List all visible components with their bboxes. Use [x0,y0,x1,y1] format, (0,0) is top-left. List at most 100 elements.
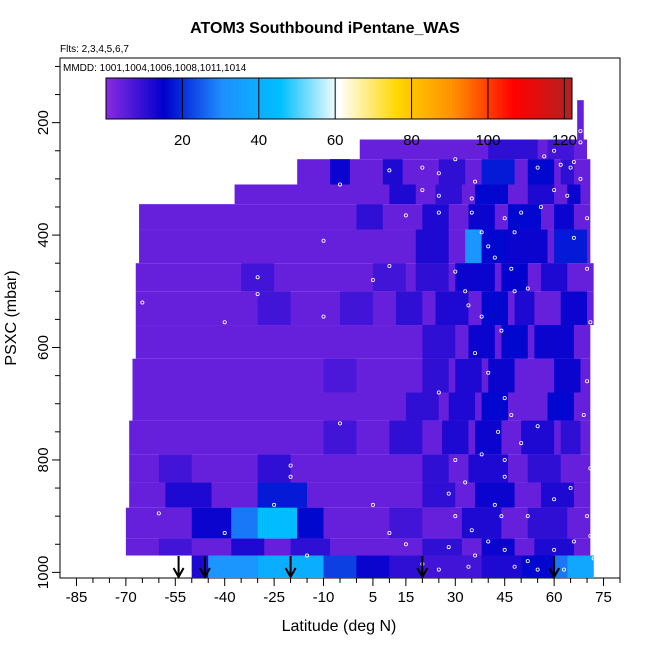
heat-cell-2-5 [560,159,574,185]
heat-cell-3-0 [389,184,416,205]
down-arrow [172,556,185,580]
sample-point [387,263,392,268]
sample-point [535,567,540,572]
x-tick-label: 45 [496,589,513,606]
sample-point [552,148,557,153]
heat-band-0 [577,100,584,140]
heat-cell-10-3 [547,392,574,421]
sample-point [512,289,517,294]
x-tick-label: 60 [546,589,563,606]
heat-cell-5-4 [554,229,588,264]
colorbar-tick-label: 100 [475,132,500,149]
sample-point [588,466,593,471]
heat-cell-6-2 [415,263,449,292]
heat-cell-8-3 [534,325,574,359]
heat-cell-11-4 [521,420,555,455]
heat-cell-7-5 [514,291,535,326]
heat-cell-7-0 [257,291,291,326]
sample-point [509,412,514,417]
y-tick-label: 600 [35,335,52,360]
sample-point [479,230,484,235]
sample-point [469,196,474,201]
heat-cell-8-0 [422,325,456,359]
heat-cell-2-1 [382,159,403,185]
heat-cell-2-4 [527,159,555,185]
heat-cell-4-1 [422,204,449,230]
sample-point [473,553,478,558]
heat-cell-8-1 [468,325,495,359]
sample-point [588,533,593,538]
sample-point [387,168,392,173]
x-tick-label: -10 [313,589,335,606]
x-axis-title: Latitude (deg N) [282,618,397,635]
sample-point [538,204,543,209]
x-axis: -85 -70 -55 -40 -25 -10 5 15 30 45 60 75 [66,578,621,606]
heat-cell-4-3 [508,204,541,230]
y-axis: 200 400 600 800 1000 [35,65,60,589]
heat-cell-16-5 [389,555,423,578]
heat-cell-13-0 [165,482,212,508]
heat-cell-3-2 [475,184,508,205]
sample-point [558,162,563,167]
heat-cell-12-0 [158,454,192,483]
sample-point [453,269,458,274]
heat-band-10 [132,392,591,421]
sample-point [581,412,586,417]
heat-cell-11-2 [442,420,469,455]
sample-point [502,547,507,552]
y-tick-label: 800 [35,447,52,472]
sample-point [453,514,458,519]
heat-cell-6-3 [455,263,495,292]
sample-point [568,486,573,491]
heat-cell-15-1 [231,538,265,556]
colorbar-tick-label: 80 [403,132,420,149]
heat-cell-16-10 [567,555,594,578]
sample-point [542,154,547,159]
sample-point [578,140,583,145]
sample-point [337,182,342,187]
arrow-layer [172,556,560,580]
heat-cell-6-5 [540,263,568,292]
sample-point [387,531,392,536]
heat-cell-3-3 [527,184,555,205]
sample-point [436,567,441,572]
sample-point [492,255,497,260]
sample-point [337,421,342,426]
sample-point [453,457,458,462]
sample-point [499,514,504,519]
heat-cell-7-6 [560,291,588,326]
heat-cell-7-1 [340,291,373,326]
sample-point [321,314,326,319]
x-tick-label: -25 [263,589,285,606]
flights-note: Flts: 2,3,4,5,6,7 [60,44,129,55]
heat-band-12 [129,454,591,483]
heat-cell-10-1 [448,392,476,421]
sample-point [463,289,468,294]
down-arrow [284,556,297,580]
heat-cell-5-3 [508,229,548,264]
sample-point [519,441,524,446]
sample-point [535,424,540,429]
heat-cell-14-6 [527,507,568,539]
x-tick-label: 15 [398,589,415,606]
colorbar-tick-label: 20 [174,132,191,149]
down-arrow [416,556,429,580]
heat-cell-13-1 [257,482,308,508]
sample-point [436,171,441,176]
sample-point [525,559,530,564]
colorbar-gradient [105,77,573,120]
sample-point [403,542,408,547]
sample-point [588,320,593,325]
down-arrow [199,556,211,580]
sample-point [562,567,567,572]
sample-point [305,553,310,558]
heat-cell-9-2 [455,358,482,393]
heat-cell-9-0 [323,358,357,393]
heat-cell-14-5 [461,507,502,539]
heat-cell-16-1 [208,555,258,578]
sample-point [453,157,458,162]
heat-cell-14-4 [389,507,423,539]
heat-cell-1-0 [488,139,538,160]
x-tick-label: -55 [164,589,186,606]
